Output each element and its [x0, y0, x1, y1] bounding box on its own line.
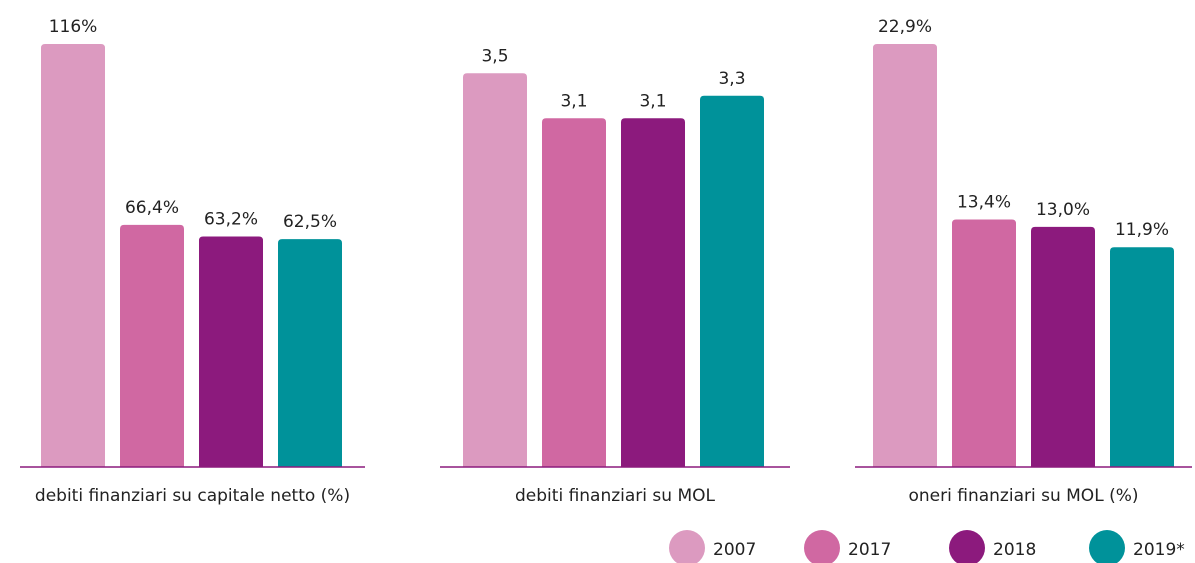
bar — [1031, 226, 1095, 467]
legend-swatch — [669, 530, 705, 563]
x-axis-label: oneri finanziari su MOL (%) — [909, 486, 1139, 506]
value-label: 13,4% — [957, 192, 1011, 212]
legend-swatch — [949, 530, 985, 563]
x-axis-label: debiti finanziari su capitale netto (%) — [35, 486, 350, 506]
value-label: 3,3 — [718, 69, 745, 89]
value-label: 116% — [49, 17, 98, 37]
bar — [621, 118, 685, 467]
bar — [120, 224, 184, 467]
legend-label: 2007 — [713, 540, 756, 560]
legend-swatch — [804, 530, 840, 563]
bar — [41, 44, 105, 467]
bar — [199, 236, 263, 467]
legend-label: 2018 — [993, 540, 1036, 560]
value-label: 66,4% — [125, 198, 179, 218]
value-label: 3,1 — [639, 91, 666, 111]
legend-label: 2017 — [848, 540, 891, 560]
bar — [542, 118, 606, 467]
legend-label: 2019* — [1133, 540, 1185, 560]
value-label: 3,5 — [481, 46, 508, 66]
value-label: 3,1 — [560, 91, 587, 111]
bar — [1110, 247, 1174, 467]
value-label: 22,9% — [878, 17, 932, 37]
bar — [873, 44, 937, 467]
bar — [952, 219, 1016, 467]
bar — [278, 239, 342, 467]
value-label: 63,2% — [204, 210, 258, 230]
bar — [700, 95, 764, 467]
value-label: 13,0% — [1036, 200, 1090, 220]
legend-swatch — [1089, 530, 1125, 563]
bar — [463, 73, 527, 467]
value-label: 11,9% — [1115, 220, 1169, 240]
value-label: 62,5% — [283, 212, 337, 232]
x-axis-label: debiti finanziari su MOL — [515, 486, 715, 506]
